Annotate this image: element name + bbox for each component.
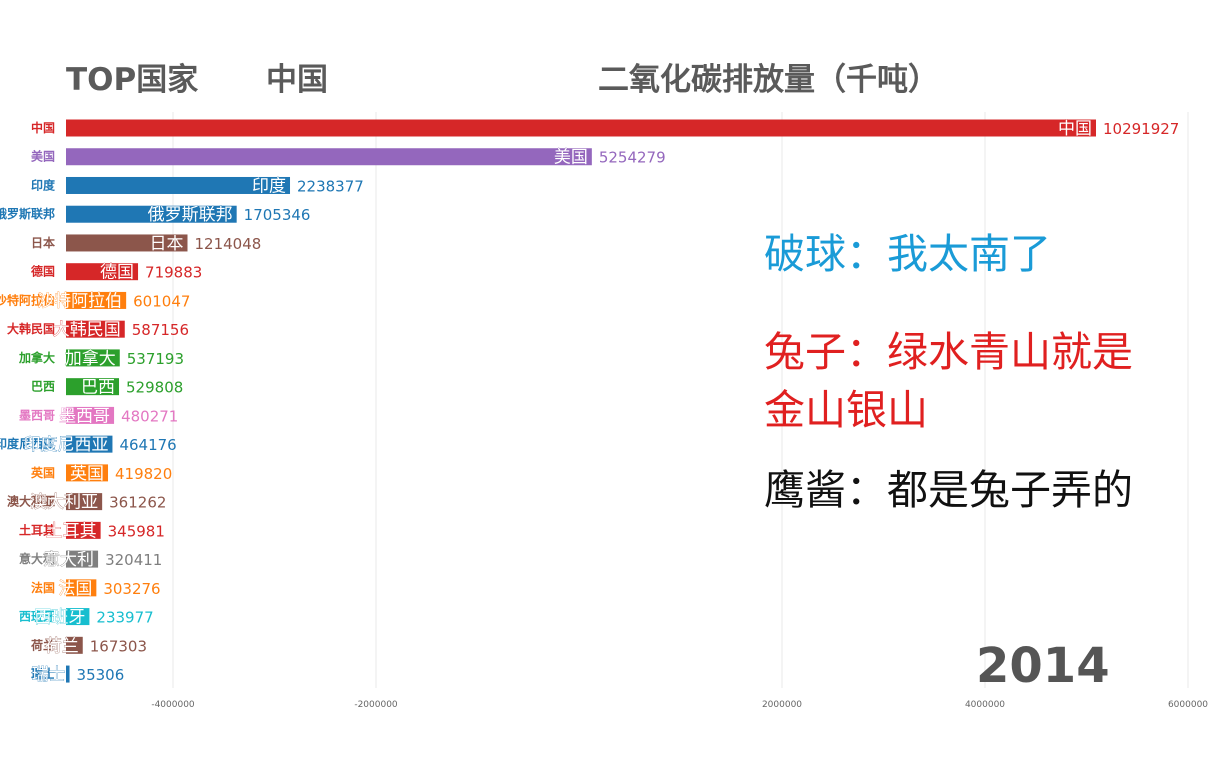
bar [66, 579, 97, 597]
bar-name-label: 英国 [70, 464, 104, 484]
category-label: 英国 [31, 465, 55, 480]
category-label: 土耳其 [19, 522, 55, 537]
category-label: 日本 [31, 235, 55, 250]
bar [66, 349, 120, 367]
value-label: 320411 [105, 551, 162, 569]
value-label: 587156 [132, 321, 189, 339]
caption-4: 鹰酱：都是兔子弄的 [764, 466, 1133, 514]
bar-name-label: 意大利 [43, 550, 94, 570]
category-label: 意大利 [19, 551, 55, 566]
bar-name-label: 印度 [252, 176, 286, 196]
category-label: 沙特阿拉伯 [0, 292, 55, 307]
bar [66, 464, 109, 482]
value-label: 480271 [121, 407, 178, 425]
bar [66, 234, 188, 252]
bar [66, 435, 113, 453]
category-label: 澳大利亚 [7, 494, 55, 509]
x-tick-label: -2000000 [354, 700, 398, 710]
value-label: 719883 [145, 264, 202, 282]
bar-name-label: 土耳其 [46, 521, 97, 541]
value-label: 345981 [108, 522, 165, 540]
category-label: 俄罗斯联邦 [0, 206, 55, 221]
caption-1: 破球：我太南了 [764, 230, 1051, 278]
value-label: 233977 [96, 609, 153, 627]
category-label: 墨西哥 [19, 408, 55, 422]
bar-name-label: 澳大利亚 [30, 493, 98, 513]
bar [66, 521, 101, 539]
value-label: 361262 [109, 494, 166, 512]
bar [66, 176, 291, 194]
value-label: 1705346 [244, 206, 311, 224]
bar-name-label: 大韩民国 [53, 320, 121, 340]
bar-name-label: 瑞士 [32, 665, 66, 685]
bar-name-label: 德国 [100, 263, 134, 283]
bar-name-label: 日本 [150, 234, 184, 254]
value-label: 1214048 [195, 235, 262, 253]
value-label: 601047 [133, 292, 190, 310]
top-countries-label: TOP国家 [66, 62, 199, 98]
selected-country-label: 中国 [266, 62, 328, 98]
bar [66, 378, 120, 396]
category-label: 美国 [31, 149, 55, 164]
metric-title: 二氧化碳排放量（千吨） [598, 62, 939, 98]
bar-name-label: 中国 [1058, 119, 1092, 139]
value-label: 303276 [103, 580, 160, 598]
bar [66, 205, 237, 223]
category-label: 瑞士 [31, 666, 55, 681]
bar [66, 119, 1096, 137]
bar-name-label: 美国 [554, 148, 588, 168]
category-label: 大韩民国 [7, 321, 55, 336]
x-tick-label: 2000000 [762, 700, 802, 710]
year-label: 2014 [976, 638, 1110, 694]
bar [66, 406, 115, 424]
bar-name-label: 沙特阿拉伯 [37, 291, 122, 311]
x-tick-label: -4000000 [151, 700, 195, 710]
category-label: 德国 [31, 264, 55, 279]
caption-2: 兔子：绿水青山就是 [764, 328, 1133, 376]
value-label: 464176 [119, 436, 176, 454]
category-label: 印度尼西亚 [0, 436, 55, 451]
bar [66, 493, 103, 511]
bar [66, 608, 90, 626]
bar-name-label: 俄罗斯联邦 [148, 205, 233, 225]
bar-name-label: 印度尼西亚 [23, 435, 108, 455]
category-label: 荷兰 [30, 637, 55, 652]
bar [66, 665, 70, 683]
bar-name-label: 加拿大 [65, 348, 116, 369]
bar [66, 320, 125, 338]
value-label: 35306 [77, 666, 125, 684]
x-tick-label: 4000000 [965, 700, 1005, 710]
bar-name-label: 墨西哥 [59, 406, 110, 426]
bar [66, 148, 592, 166]
category-label: 西班牙 [19, 609, 55, 624]
category-label: 中国 [31, 120, 55, 135]
category-label: 印度 [31, 177, 56, 192]
x-tick-label: 6000000 [1168, 700, 1208, 710]
value-label: 10291927 [1103, 120, 1179, 138]
value-label: 167303 [90, 637, 147, 655]
value-label: 419820 [115, 465, 172, 483]
bar-name-label: 巴西 [81, 378, 115, 398]
value-label: 5254279 [599, 149, 666, 167]
bar-name-label: 西班牙 [34, 608, 85, 628]
bar [66, 291, 127, 309]
value-label: 529808 [126, 379, 183, 397]
bar-name-label: 荷兰 [45, 636, 79, 656]
caption-3: 金山银山 [764, 386, 928, 434]
bar [66, 263, 139, 281]
bar [66, 550, 99, 568]
value-label: 2238377 [297, 177, 364, 195]
bar [66, 636, 83, 654]
category-label: 加拿大 [18, 350, 55, 365]
category-label: 法国 [31, 580, 55, 595]
value-label: 537193 [127, 350, 184, 368]
category-label: 巴西 [31, 380, 55, 394]
bar-name-label: 法国 [58, 579, 92, 599]
